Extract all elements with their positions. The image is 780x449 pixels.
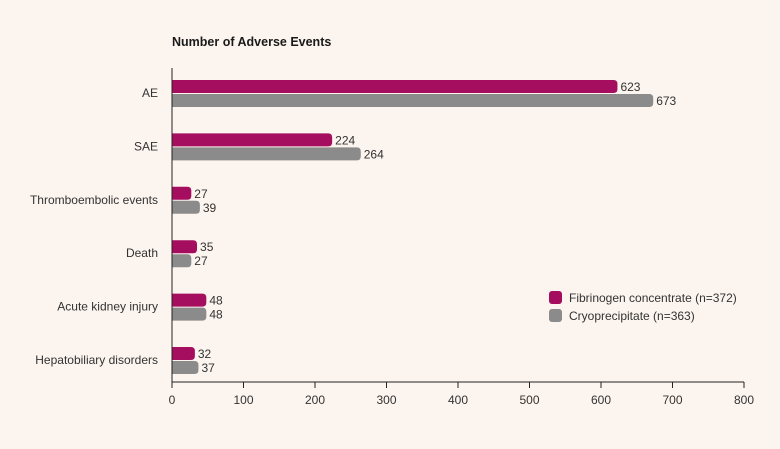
bar (172, 147, 361, 161)
bar (172, 80, 618, 93)
bar (172, 240, 198, 254)
x-tick-label: 0 (169, 393, 176, 407)
x-axis: 0 100 200 300 400 500 600 700 800 (169, 68, 754, 407)
data-label: 48 (209, 294, 223, 308)
legend-swatch (549, 309, 562, 322)
data-label: 224 (335, 133, 355, 147)
category-label: AE (142, 86, 158, 100)
x-tick-label: 800 (734, 393, 754, 407)
data-label: 32 (198, 347, 212, 361)
data-label: 39 (203, 201, 217, 215)
bar (172, 361, 199, 374)
bar (172, 94, 654, 107)
category-label: Hepatobiliary disorders (35, 353, 158, 367)
x-tick-label: 200 (305, 393, 325, 407)
bar (172, 200, 200, 214)
data-label: 264 (364, 147, 384, 161)
data-label: 27 (194, 187, 208, 201)
legend-swatch (549, 291, 562, 304)
x-tick-label: 600 (591, 393, 611, 407)
bar (172, 347, 195, 360)
x-tick-label: 400 (448, 393, 468, 407)
category-label: Acute kidney injury (57, 300, 158, 314)
bar (172, 307, 207, 321)
x-tick-label: 700 (662, 393, 682, 407)
bar (172, 254, 192, 268)
data-label: 623 (620, 80, 640, 94)
legend-label: Fibrinogen concentrate (n=372) (569, 291, 737, 305)
bar (172, 293, 207, 307)
data-label: 27 (194, 254, 208, 268)
x-tick-label: 500 (519, 393, 539, 407)
data-label: 673 (656, 94, 676, 108)
data-label: 48 (209, 308, 223, 322)
category-label: Thromboembolic events (30, 193, 158, 207)
category-label: Death (126, 246, 158, 260)
data-label: 37 (201, 361, 215, 375)
legend: Fibrinogen concentrate (n=372) Cryoprecip… (549, 291, 737, 323)
chart-title: Number of Adverse Events (172, 35, 331, 49)
x-tick-label: 300 (376, 393, 396, 407)
bar (172, 186, 192, 200)
bar (172, 133, 333, 147)
category-labels: AE SAE Thromboembolic events Death Acute kid… (30, 86, 158, 367)
category-label: SAE (134, 139, 158, 153)
legend-label: Cryoprecipitate (n=363) (569, 309, 695, 323)
data-label: 35 (200, 240, 214, 254)
x-tick-label: 100 (233, 393, 253, 407)
